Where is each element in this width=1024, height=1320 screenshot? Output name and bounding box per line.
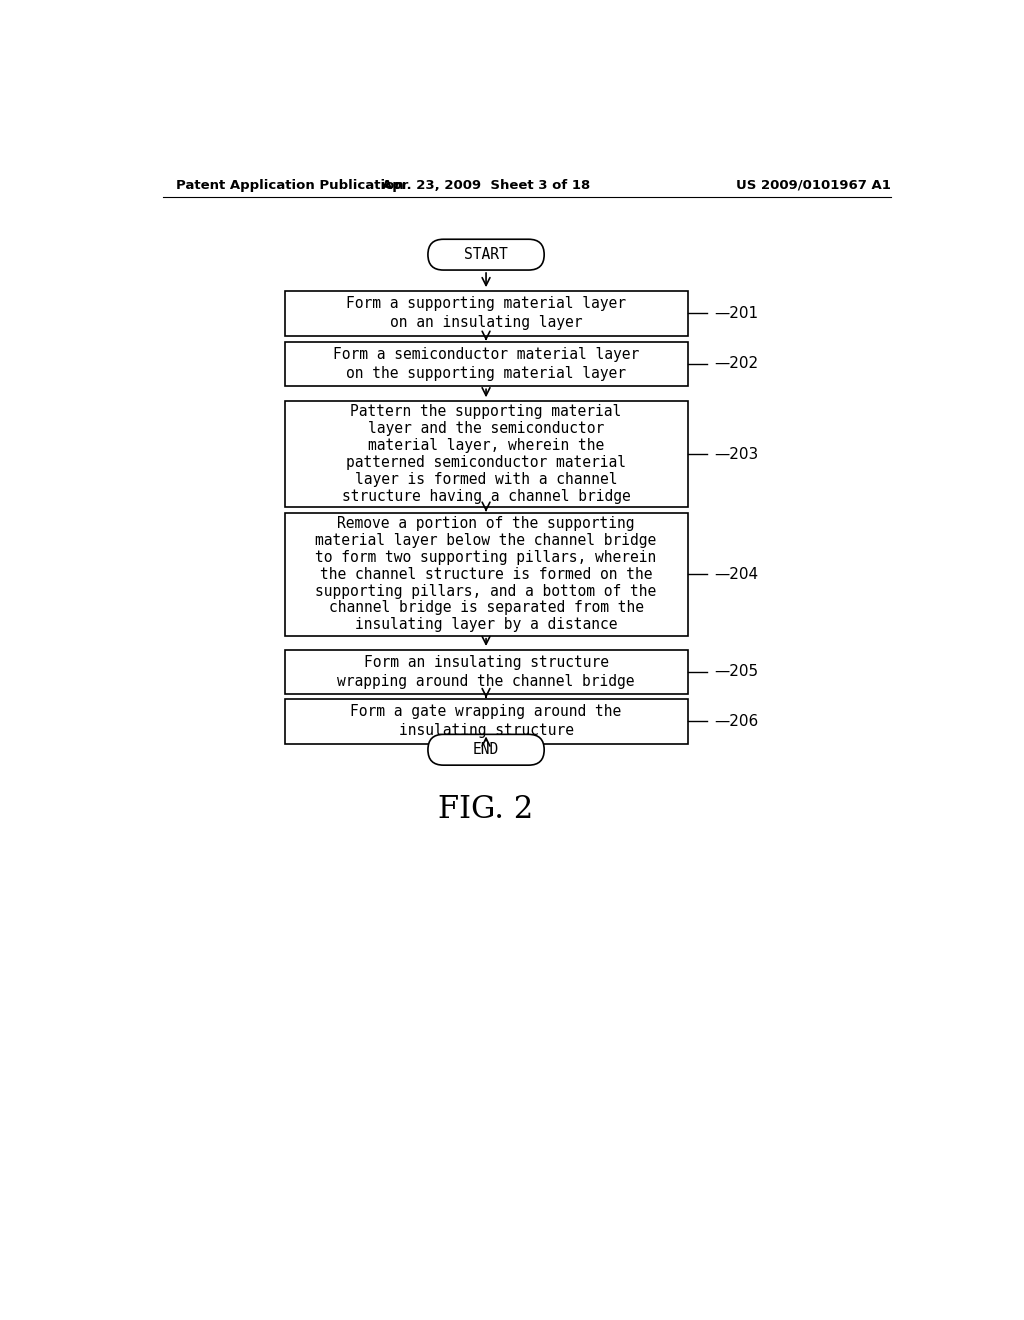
Text: —205: —205	[715, 664, 759, 680]
Text: Remove a portion of the supporting: Remove a portion of the supporting	[337, 516, 635, 531]
Text: Form a gate wrapping around the: Form a gate wrapping around the	[350, 704, 622, 719]
Text: —203: —203	[715, 446, 759, 462]
Text: channel bridge is separated from the: channel bridge is separated from the	[329, 601, 643, 615]
Text: Form an insulating structure: Form an insulating structure	[364, 655, 608, 669]
Bar	[285, 512, 687, 636]
Text: insulating structure: insulating structure	[398, 723, 573, 738]
FancyBboxPatch shape	[428, 734, 544, 766]
Bar	[285, 401, 687, 507]
Text: —204: —204	[715, 566, 759, 582]
Bar	[285, 290, 687, 335]
Text: FIG. 2: FIG. 2	[438, 793, 534, 825]
Text: layer and the semiconductor: layer and the semiconductor	[368, 421, 604, 437]
Text: START: START	[464, 247, 508, 263]
Bar	[285, 342, 687, 387]
Text: Apr. 23, 2009  Sheet 3 of 18: Apr. 23, 2009 Sheet 3 of 18	[382, 178, 590, 191]
Text: the channel structure is formed on the: the channel structure is formed on the	[319, 566, 652, 582]
Text: patterned semiconductor material: patterned semiconductor material	[346, 455, 626, 470]
Text: US 2009/0101967 A1: US 2009/0101967 A1	[736, 178, 891, 191]
Text: —202: —202	[715, 356, 759, 371]
Text: Form a semiconductor material layer: Form a semiconductor material layer	[333, 347, 639, 362]
Text: layer is formed with a channel: layer is formed with a channel	[354, 471, 617, 487]
Text: material layer below the channel bridge: material layer below the channel bridge	[315, 533, 656, 548]
Text: material layer, wherein the: material layer, wherein the	[368, 438, 604, 453]
Text: —206: —206	[715, 714, 759, 729]
Bar	[285, 700, 687, 743]
Text: insulating layer by a distance: insulating layer by a distance	[354, 618, 617, 632]
Text: on an insulating layer: on an insulating layer	[390, 315, 583, 330]
FancyBboxPatch shape	[428, 239, 544, 271]
Text: structure having a channel bridge: structure having a channel bridge	[342, 488, 631, 504]
Text: to form two supporting pillars, wherein: to form two supporting pillars, wherein	[315, 550, 656, 565]
Text: wrapping around the channel bridge: wrapping around the channel bridge	[337, 675, 635, 689]
Text: Form a supporting material layer: Form a supporting material layer	[346, 296, 626, 312]
Bar	[285, 649, 687, 694]
Text: on the supporting material layer: on the supporting material layer	[346, 366, 626, 381]
Text: Pattern the supporting material: Pattern the supporting material	[350, 404, 622, 420]
Text: Patent Application Publication: Patent Application Publication	[176, 178, 403, 191]
Text: —201: —201	[715, 306, 759, 321]
Text: END: END	[473, 742, 499, 758]
Text: supporting pillars, and a bottom of the: supporting pillars, and a bottom of the	[315, 583, 656, 598]
